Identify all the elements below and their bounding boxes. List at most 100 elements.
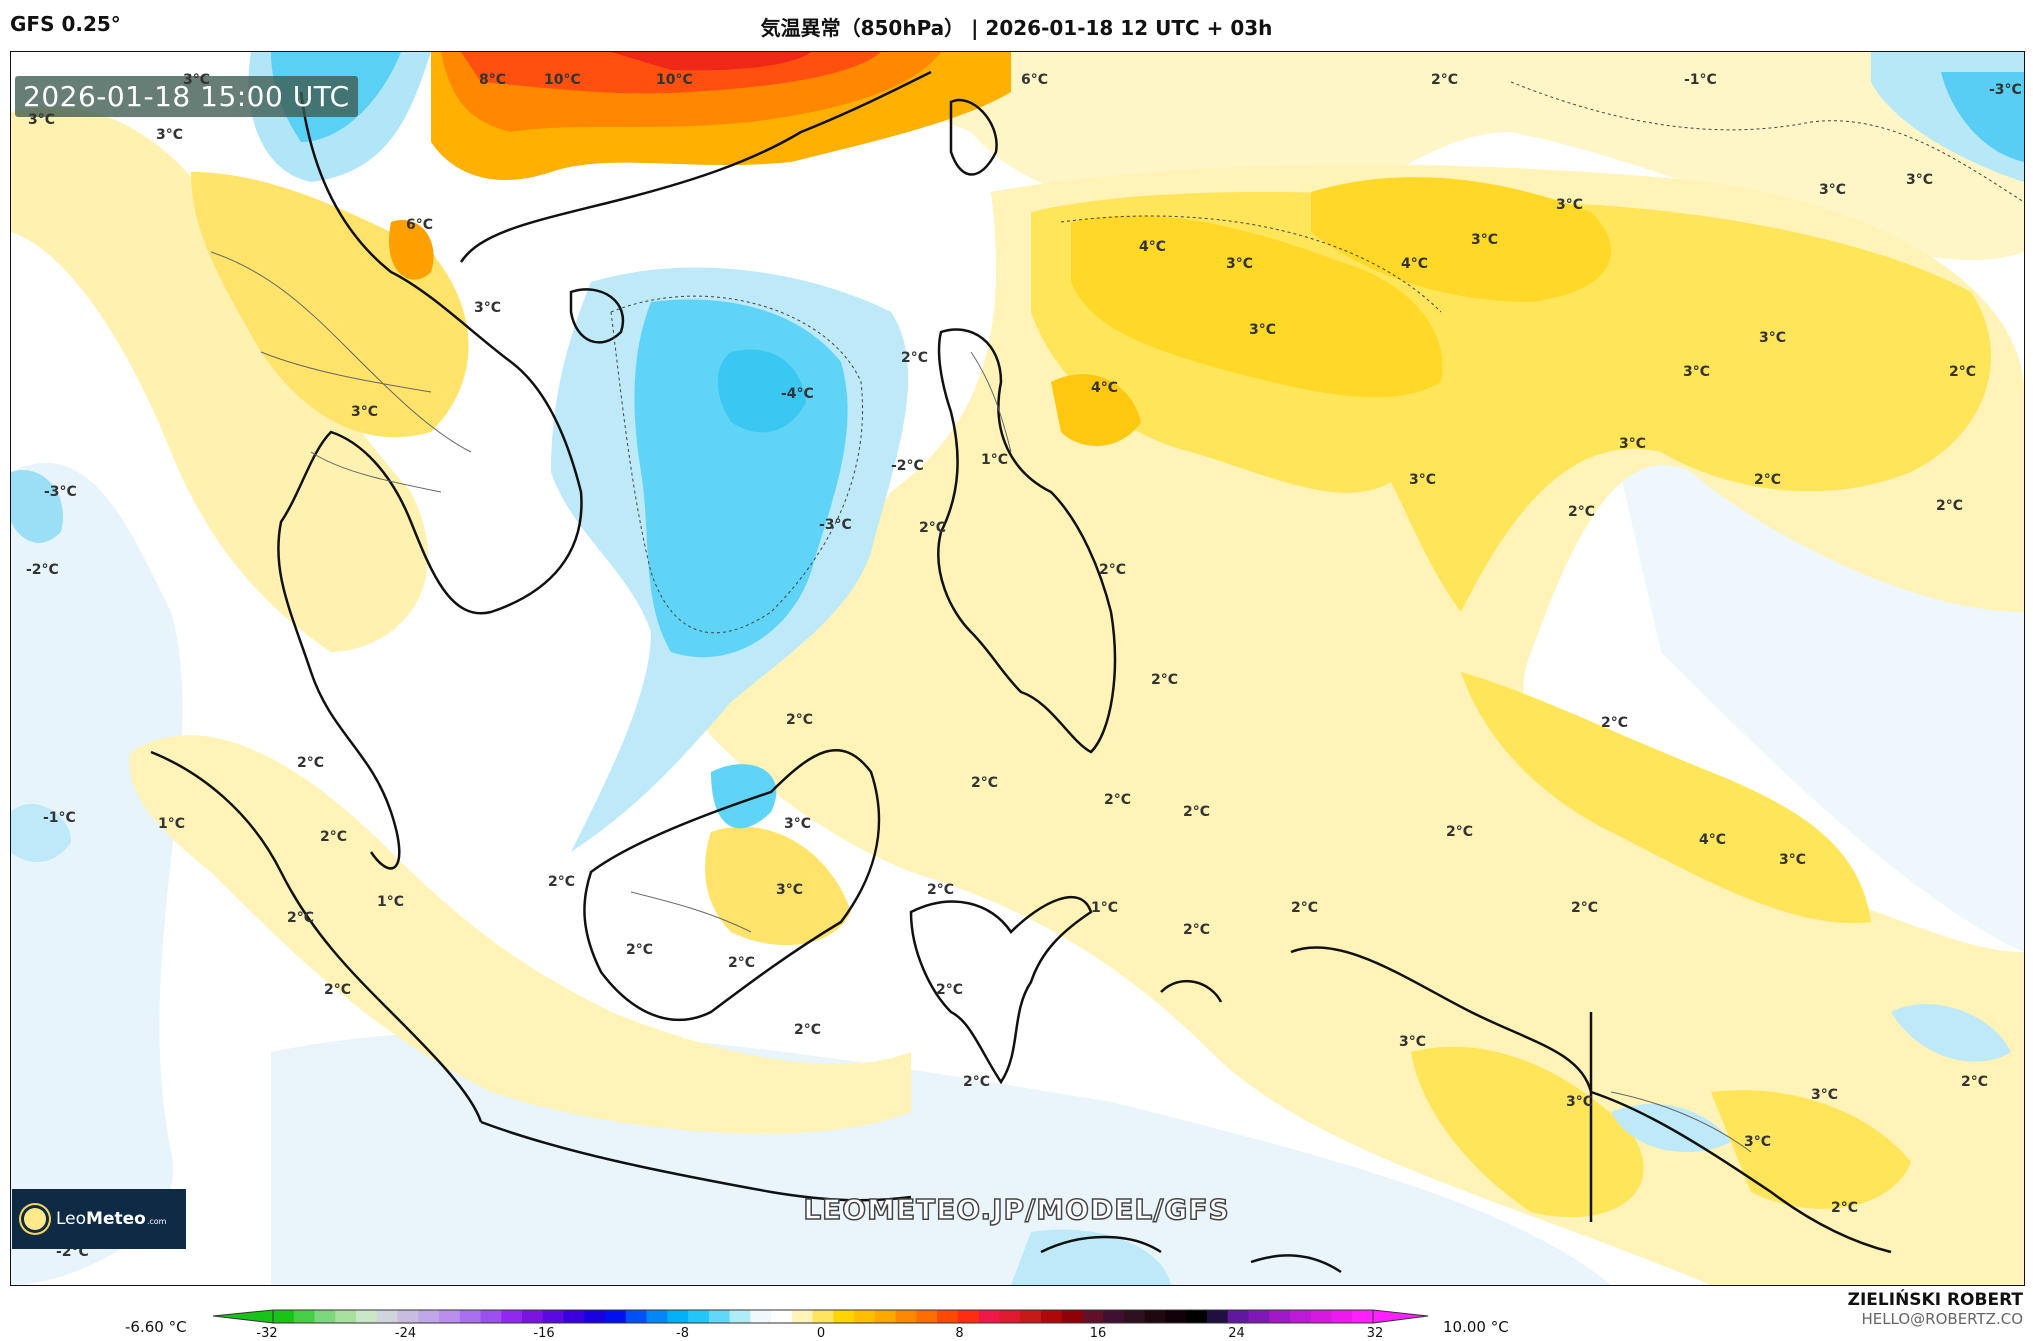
contour-label: 3°C xyxy=(1619,436,1647,452)
contour-label: 3°C xyxy=(1683,364,1711,380)
contour-label: 4°C xyxy=(1091,380,1119,396)
contour-label: 3°C xyxy=(784,816,812,832)
map-panel[interactable]: 2026-01-18 15:00 UTC 3°C 8°C 10°C 10°C 6°C 2°… xyxy=(10,51,2025,1286)
contour-label: 4°C xyxy=(1401,256,1429,272)
contour-label: 2°C xyxy=(1961,1074,1989,1090)
contour-label: 3°C xyxy=(183,72,211,88)
sun-icon xyxy=(24,1208,46,1230)
contour-label: 8°C xyxy=(479,72,507,88)
watermark-url: LEOMETEO.JP/MODEL/GFS xyxy=(803,1192,1230,1227)
contour-label: 2°C xyxy=(297,755,325,771)
contour-label: 2°C xyxy=(919,520,947,536)
contour-label: 2°C xyxy=(548,874,576,890)
contour-label: 3°C xyxy=(1744,1134,1772,1150)
contour-label: 2°C xyxy=(1446,824,1474,840)
contour-label: 2°C xyxy=(1183,804,1211,820)
contour-label: 3°C xyxy=(351,404,379,420)
color-legend: -6.60 °C -32 -24 -16 -8 0 8 16 24 32 10.00 °C xyxy=(0,1290,2033,1341)
contour-label: 3°C xyxy=(1811,1087,1839,1103)
contour-label: 2°C xyxy=(287,910,315,926)
chart-title: 気温異常（850hPa） | 2026-01-18 12 UTC + 03h xyxy=(760,16,1273,40)
contour-label: 3°C xyxy=(1471,232,1499,248)
colorbar-tick: -24 xyxy=(394,1326,417,1341)
contour-label: 4°C xyxy=(1139,239,1167,255)
contour-label: -4°C xyxy=(781,386,814,402)
contour-label: 6°C xyxy=(1021,72,1049,88)
colorbar-tick: 16 xyxy=(1089,1326,1107,1341)
contour-label: 2°C xyxy=(1431,72,1459,88)
contour-label: 3°C xyxy=(1759,330,1787,346)
contour-label: -2°C xyxy=(891,458,924,474)
contour-label: 2°C xyxy=(936,982,964,998)
contour-label: 3°C xyxy=(28,112,56,128)
contour-label: 2°C xyxy=(324,982,352,998)
contour-label: -3°C xyxy=(44,484,77,500)
contour-label: 3°C xyxy=(156,127,184,143)
contour-label: 2°C xyxy=(1936,498,1964,514)
contour-label: 3°C xyxy=(1399,1034,1427,1050)
contour-label: 10°C xyxy=(656,72,693,88)
contour-label: 3°C xyxy=(1906,172,1934,188)
logo-meteo: Meteo xyxy=(86,1209,146,1229)
contour-label: 2°C xyxy=(320,829,348,845)
anomaly-field xyxy=(11,52,2024,1285)
contour-label: 4°C xyxy=(1699,832,1727,848)
contour-label: -3°C xyxy=(1989,82,2022,98)
contour-label: 2°C xyxy=(786,712,814,728)
contour-label: 3°C xyxy=(1226,256,1254,272)
colorbar-tick: 8 xyxy=(955,1326,964,1341)
contour-label: 3°C xyxy=(1249,322,1277,338)
contour-label: 2°C xyxy=(794,1022,822,1038)
contour-label: 10°C xyxy=(544,72,581,88)
contour-label: 6°C xyxy=(406,217,434,233)
contour-label: 2°C xyxy=(1601,715,1629,731)
contour-label: 2°C xyxy=(1183,922,1211,938)
contour-label: 1°C xyxy=(158,816,186,832)
author-credit: ZIELIŃSKI ROBERT HELLO@ROBERTZ.CO xyxy=(1848,1290,2023,1328)
logo-leo: Leo xyxy=(56,1209,87,1229)
contour-label: 1°C xyxy=(377,894,405,910)
contour-label: 3°C xyxy=(1566,1094,1594,1110)
contour-label: 2°C xyxy=(1568,504,1596,520)
contour-label: 1°C xyxy=(981,452,1009,468)
author-email[interactable]: HELLO@ROBERTZ.CO xyxy=(1861,1310,2023,1328)
valid-time-badge: 2026-01-18 15:00 UTC xyxy=(15,76,358,117)
contour-label: 2°C xyxy=(1104,792,1132,808)
contour-label: 2°C xyxy=(1831,1200,1859,1216)
contour-label: 2°C xyxy=(1949,364,1977,380)
contour-label: -1°C xyxy=(43,810,76,826)
contour-label: 2°C xyxy=(1754,472,1782,488)
colorbar-tick: -8 xyxy=(676,1326,689,1341)
contour-label: 3°C xyxy=(1779,852,1807,868)
contour-label: 2°C xyxy=(971,775,999,791)
contour-label: 2°C xyxy=(963,1074,991,1090)
contour-label: 3°C xyxy=(474,300,502,316)
logo-suffix: .com xyxy=(146,1217,167,1226)
contour-label: 2°C xyxy=(626,942,654,958)
author-name: ZIELIŃSKI ROBERT xyxy=(1847,1290,2023,1310)
contour-label: 2°C xyxy=(1291,900,1319,916)
contour-label: 2°C xyxy=(1571,900,1599,916)
contour-label: 2°C xyxy=(1099,562,1127,578)
contour-label: -2°C xyxy=(26,562,59,578)
colorbar-tick: -32 xyxy=(256,1326,278,1341)
contour-label: 3°C xyxy=(1556,197,1584,213)
contour-label: 3°C xyxy=(1409,472,1437,488)
contour-label: 2°C xyxy=(901,350,929,366)
contour-label: 1°C xyxy=(1091,900,1119,916)
colorbar-tick: 32 xyxy=(1366,1326,1384,1341)
colorbar-tick: -16 xyxy=(533,1326,555,1341)
colorbar-tick: 24 xyxy=(1228,1326,1245,1341)
contour-label: -3°C xyxy=(819,517,852,533)
contour-label: 2°C xyxy=(927,882,955,898)
colorbar xyxy=(213,1309,1428,1324)
model-label: GFS 0.25° xyxy=(10,12,121,36)
colorbar-tick: 0 xyxy=(816,1326,826,1341)
contour-label: -1°C xyxy=(1684,72,1717,88)
contour-label: 2°C xyxy=(1151,672,1179,688)
leometeo-logo[interactable]: Leo Meteo .com xyxy=(12,1189,186,1249)
contour-label: 3°C xyxy=(776,882,804,898)
legend-max-value: 10.00 °C xyxy=(1443,1318,1509,1336)
legend-min-value: -6.60 °C xyxy=(125,1318,187,1336)
contour-label: 2°C xyxy=(728,955,756,971)
